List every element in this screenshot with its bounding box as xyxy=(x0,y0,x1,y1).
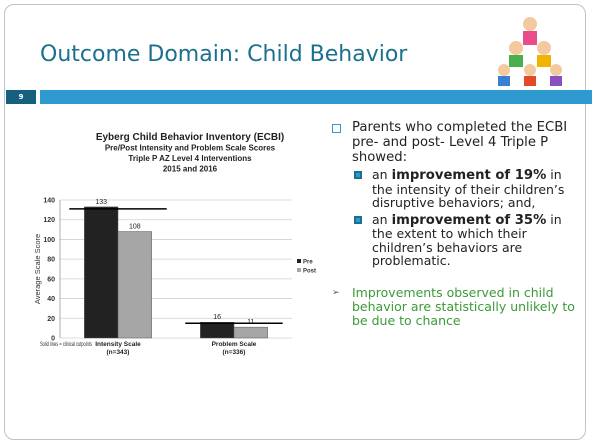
y-tick-label: 0 xyxy=(51,336,55,343)
bar xyxy=(233,326,268,339)
x-tick-label: (n=336) xyxy=(223,349,246,356)
legend-swatch xyxy=(297,259,301,263)
sub-bullet: an improvement of 35% in the extent to w… xyxy=(352,211,580,268)
y-tick-label: 80 xyxy=(47,257,55,264)
legend-label: Post xyxy=(303,269,316,275)
y-tick-label: 100 xyxy=(43,237,55,244)
sub-bullet: an improvement of 19% in the intensity o… xyxy=(352,168,580,210)
rest: in the intensity of their children’s dis… xyxy=(372,167,565,210)
data-label: 133 xyxy=(95,199,107,206)
chart-title: Pre/Post Intensity and Problem Scale Sco… xyxy=(105,144,276,153)
legend-label: Pre xyxy=(303,260,313,266)
emphasis: improvement of 19% xyxy=(391,168,547,183)
bar xyxy=(84,206,119,339)
bar xyxy=(117,231,152,339)
y-tick-label: 40 xyxy=(47,296,55,303)
x-tick-label: Intensity Scale xyxy=(95,341,141,348)
chart: Eyberg Child Behavior Inventory (ECBI)Pr… xyxy=(33,132,316,356)
slide-title: Outcome Domain: Child Behavior xyxy=(40,42,408,67)
data-label: 16 xyxy=(213,314,221,321)
data-label: 108 xyxy=(129,224,141,231)
bullet-text: Parents who completed the ECBI pre- and … xyxy=(330,120,580,328)
legend-swatch xyxy=(297,268,301,272)
chart-title: 2015 and 2016 xyxy=(163,165,218,174)
kids-illustration xyxy=(498,17,562,86)
chart-title: Triple P AZ Level 4 Interventions xyxy=(128,154,252,163)
x-tick-label: (n=343) xyxy=(107,349,130,356)
slide-frame xyxy=(4,4,586,440)
chart-title: Eyberg Child Behavior Inventory (ECBI) xyxy=(96,132,284,143)
x-tick-label: Problem Scale xyxy=(212,341,257,348)
y-tick-label: 60 xyxy=(47,276,55,283)
lead: an xyxy=(372,167,388,182)
title-band xyxy=(40,90,592,104)
rest: in the extent to which their children’s … xyxy=(372,211,562,268)
y-tick-label: 140 xyxy=(43,198,55,205)
conclusion: Improvements observed in child behavior … xyxy=(330,285,580,328)
bullet: Parents who completed the ECBI pre- and … xyxy=(330,120,580,165)
emphasis: improvement of 35% xyxy=(391,212,547,228)
y-axis-label: Average Scale Score xyxy=(33,234,42,304)
y-tick-label: 120 xyxy=(43,217,55,224)
bar xyxy=(200,321,235,339)
lead: an xyxy=(372,211,388,227)
slide-number: 9 xyxy=(6,90,36,104)
y-tick-label: 20 xyxy=(47,316,55,323)
annotation: Solid lines = clinical cutpoints xyxy=(40,341,92,348)
